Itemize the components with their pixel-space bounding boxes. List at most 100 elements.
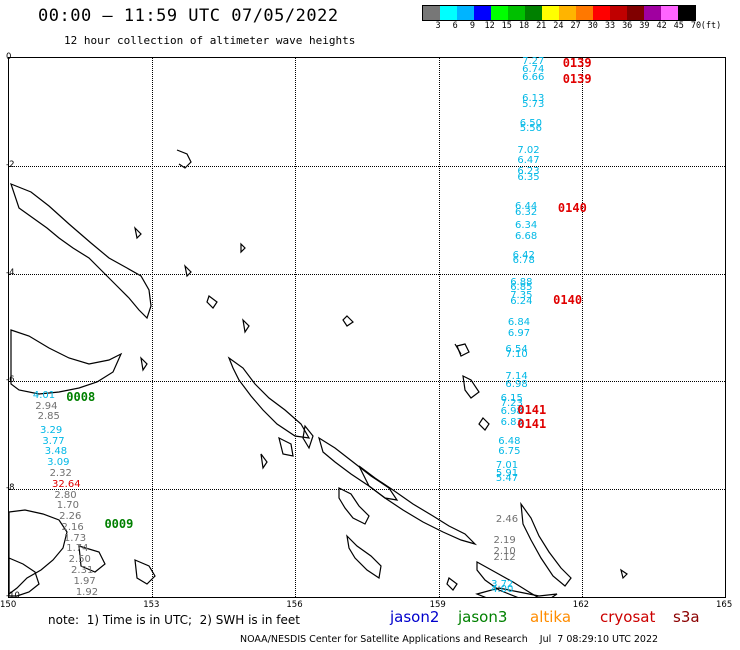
latitude-tick-label: -2: [6, 159, 15, 170]
color-scale-label: 15: [501, 21, 512, 31]
wave-height-value: 3.29: [40, 424, 63, 436]
pass-time-label: 0009: [104, 516, 134, 531]
pass-time-label: 0141: [517, 416, 547, 431]
wave-height-value: 6.66: [522, 71, 545, 83]
color-swatch: [508, 6, 525, 20]
wave-height-value: 6.75: [498, 446, 521, 458]
longitude-tick-label: 159: [429, 600, 446, 610]
wave-height-value: 5.56: [519, 123, 542, 135]
color-scale-label: 21: [536, 21, 547, 31]
wave-height-value: 2.26: [59, 511, 82, 523]
wave-height-value: 7.10: [505, 349, 528, 361]
wave-height-value: 6.84: [507, 317, 531, 329]
color-swatch: [491, 6, 508, 20]
wave-height-value: 6.35: [517, 171, 540, 183]
color-scale-label: 70: [690, 21, 702, 31]
wave-height-value: 2.12: [493, 551, 516, 563]
pass-time-label: 0139: [562, 71, 592, 86]
wave-height-points: 7.27 6.74 6.66 6.13 5.73 6.50 5.56 7.02 6.47 6.23…: [9, 55, 725, 598]
color-swatch: [610, 6, 627, 20]
wave-height-value: 2.32: [49, 468, 72, 480]
wave-height-value: 1.92: [75, 586, 99, 598]
wave-height-value: 6.88: [510, 276, 533, 288]
legend-jason2: jason2: [390, 608, 440, 626]
wave-height-value: 7.23: [500, 397, 523, 409]
legend-cryosat: cryosat: [600, 608, 656, 626]
color-scale-label: 3: [435, 21, 441, 31]
color-scale-label: 42: [656, 21, 667, 31]
color-swatch: [593, 6, 610, 20]
wave-height-value: 1.73: [63, 532, 87, 544]
wave-height-value: 6.98: [500, 406, 523, 418]
wave-height-value: 6.32: [514, 206, 538, 218]
meridian-line: [581, 58, 583, 597]
wave-height-value: 4.00: [491, 583, 514, 595]
legend-altika: altika: [530, 608, 572, 626]
wave-height-value: 6.42: [512, 249, 535, 261]
wave-height-value: 1.70: [56, 500, 79, 512]
color-scale-label: 12: [484, 21, 495, 31]
wave-height-value: 6.50: [519, 117, 542, 129]
longitude-tick-label: 162: [572, 600, 590, 610]
wave-height-value: 5.73: [522, 98, 545, 110]
wave-height-value: 2.31: [71, 565, 94, 577]
meridian-line: [295, 58, 297, 597]
wave-height-value: 32.64: [51, 478, 81, 490]
meridian-line: [152, 58, 154, 597]
color-swatch: [440, 6, 457, 20]
latitude-tick-label: -4: [6, 267, 15, 278]
color-swatch: [423, 6, 440, 20]
longitude-tick-label: 165: [716, 600, 733, 610]
pass-time-label: 0139: [562, 55, 592, 70]
color-swatch: [678, 6, 695, 20]
wave-height-value: 6.78: [512, 255, 535, 267]
wave-height-value: 6.34: [514, 220, 538, 232]
map-subtitle: 12 hour collection of altimeter wave hei…: [64, 34, 356, 47]
wave-height-value: 5.47: [495, 473, 519, 485]
longitude-tick-label: 150: [0, 600, 17, 610]
color-scale-label: 18: [518, 21, 530, 31]
pass-time-label: 0140: [553, 292, 583, 307]
wave-height-value: 7.14: [505, 371, 528, 382]
map-title: 00:00 — 11:59 UTC 07/05/2022: [38, 6, 339, 26]
meridian-line: [438, 58, 440, 597]
wave-height-value: 6.54: [505, 344, 528, 356]
wave-height-value: 2.80: [54, 489, 77, 501]
wave-height-value: 2.50: [68, 554, 91, 566]
parallel-line: [9, 489, 725, 491]
wave-height-value: 7.02: [517, 144, 540, 156]
wave-height-value: 7.27: [522, 55, 545, 67]
wave-height-value: 6.68: [514, 230, 538, 242]
color-scale-label: 6: [452, 21, 458, 31]
wave-height-value: 6.23: [517, 166, 540, 178]
footnote: note: 1) Time is in UTC; 2) SWH is in fe…: [48, 613, 300, 627]
color-scale-bar: [422, 5, 696, 21]
pass-time-label: 0141: [517, 403, 547, 418]
wave-height-value: 6.85: [510, 282, 533, 294]
color-scale-label: 45: [673, 21, 684, 31]
color-swatch: [559, 6, 576, 20]
color-swatch: [627, 6, 644, 20]
latitude-tick-label: -6: [6, 375, 15, 386]
color-scale-label: 30: [587, 21, 598, 31]
latitude-tick-label: -10: [6, 591, 20, 601]
latitude-tick-label: -8: [6, 483, 15, 494]
color-swatch: [661, 6, 678, 20]
wave-height-value: 6.48: [498, 435, 521, 447]
parallel-line: [9, 381, 725, 383]
color-swatch: [576, 6, 593, 20]
longitude-tick-label: 156: [286, 600, 303, 610]
color-scale-label: 39: [639, 21, 650, 31]
wave-height-value: 1.97: [73, 575, 96, 587]
credit-footer: NOAA/NESDIS Center for Satellite Applica…: [240, 634, 659, 645]
color-scale-unit: (ft): [700, 21, 722, 31]
wave-height-value: 2.19: [493, 535, 516, 547]
wave-height-value: 3.09: [47, 457, 70, 469]
wave-height-value: 3.77: [42, 435, 65, 447]
wave-height-value: 2.16: [61, 521, 84, 533]
wave-height-value: 2.94: [35, 400, 58, 412]
wave-height-value: 4.01: [32, 389, 56, 401]
color-scale-label: 24: [553, 21, 564, 31]
color-scale-label: 33: [604, 21, 616, 31]
longitude-tick-label: 153: [143, 600, 160, 610]
